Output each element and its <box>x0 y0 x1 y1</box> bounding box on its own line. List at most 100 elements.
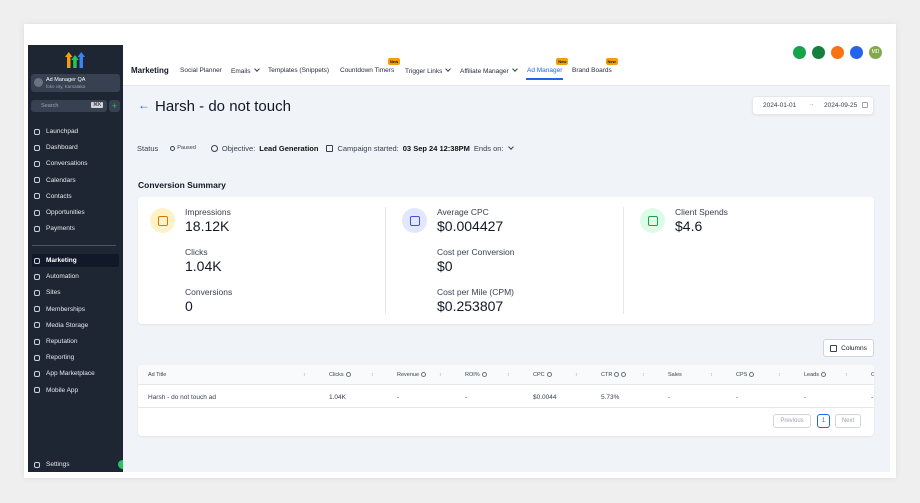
column-header[interactable]: CTR <box>601 372 626 378</box>
sidebar-item[interactable]: Reputation <box>32 335 119 348</box>
back-arrow[interactable]: ← <box>138 98 150 112</box>
nav-tab[interactable]: Emails <box>231 67 259 75</box>
call-icon[interactable] <box>793 46 806 59</box>
sidebar-item[interactable]: Media Storage <box>32 319 119 332</box>
nav-tab[interactable]: Trigger Links <box>405 67 450 75</box>
info-icon <box>614 372 619 377</box>
status-row: Status Paused Objective: Lead Generation… <box>137 143 513 153</box>
help-icon[interactable] <box>850 46 863 59</box>
next-button[interactable]: Next <box>835 414 861 428</box>
metric-label: Cost per Conversion <box>437 247 514 257</box>
column-header-label: Ad Title <box>148 372 166 378</box>
metric-label: Clicks <box>185 247 208 257</box>
table-cell: 5.73% <box>601 394 619 401</box>
column-header[interactable]: C <box>871 372 874 378</box>
nav-tab[interactable]: Brand BoardsNew <box>572 67 612 74</box>
table-cell: - <box>397 394 399 401</box>
row-divider <box>138 407 874 408</box>
toolbar-icons: MD <box>793 46 893 60</box>
column-header[interactable]: CPS <box>736 372 754 378</box>
new-badge: New <box>388 58 400 65</box>
nav-tab[interactable]: Countdown TimersNew <box>340 67 394 74</box>
column-header[interactable]: ROI% <box>465 372 487 378</box>
sort-icon[interactable]: ↕ <box>710 372 713 378</box>
metric-value: $0.004427 <box>437 218 503 234</box>
sort-icon[interactable]: ↕ <box>575 372 578 378</box>
settings-label: Settings <box>46 461 70 468</box>
nav-tab[interactable]: Templates (Snippets) <box>268 67 329 74</box>
sidebar-label: Contacts <box>46 193 72 200</box>
previous-button[interactable]: Previous <box>773 414 811 428</box>
campaign-title: Harsh - do not touch <box>155 98 291 115</box>
sidebar-item[interactable]: Payments <box>32 222 119 235</box>
notification-icon[interactable] <box>831 46 844 59</box>
sidebar-label: Conversations <box>46 160 88 167</box>
dropdown-chevron <box>254 66 260 72</box>
date-range[interactable]: 2024-01-01 → 2024-09-25 <box>752 96 874 115</box>
sidebar-item[interactable]: Dashboard <box>32 141 119 154</box>
sidebar-icon <box>34 258 40 264</box>
sidebar-label: Memberships <box>46 306 85 313</box>
metric-label: Cost per Mile (CPM) <box>437 287 514 297</box>
sidebar-item[interactable]: Automation <box>32 270 119 283</box>
sidebar-icon <box>34 274 40 280</box>
column-header[interactable]: Clicks <box>329 372 351 378</box>
nav-tab[interactable]: Social Planner <box>180 67 222 74</box>
summary-title: Conversion Summary <box>138 180 226 190</box>
search-shortcut: ⌘K <box>91 102 103 108</box>
avatar[interactable]: MD <box>869 46 882 59</box>
sidebar-item[interactable]: Sites <box>32 286 119 299</box>
ends-dropdown[interactable] <box>508 144 514 150</box>
sidebar-item[interactable]: App Marketplace <box>32 367 119 380</box>
sort-icon[interactable]: ↕ <box>303 372 306 378</box>
column-header-label: Revenue <box>397 372 419 378</box>
quick-add[interactable]: + <box>109 100 120 112</box>
announce-icon[interactable] <box>812 46 825 59</box>
sort-icon[interactable]: ↕ <box>642 372 645 378</box>
search-box[interactable]: Search ⌘K <box>31 100 107 112</box>
sidebar-item[interactable]: Launchpad <box>32 125 119 138</box>
nav-tab-label: Social Planner <box>180 67 222 74</box>
content: ← Harsh - do not touch 2024-01-01 → 2024… <box>123 86 890 472</box>
column-header[interactable]: Sales <box>668 372 682 378</box>
nav-tab[interactable]: Ad ManagerNew <box>527 67 562 74</box>
started-value: 03 Sep 24 12:38PM <box>403 144 470 153</box>
sort-icon[interactable]: ↕ <box>439 372 442 378</box>
sidebar-item[interactable]: Marketing <box>32 254 119 267</box>
column-header[interactable]: Revenue <box>397 372 426 378</box>
nav-tab[interactable]: Affiliate Manager <box>460 67 517 75</box>
settings-item[interactable]: Settings <box>32 458 119 471</box>
account-switcher[interactable]: Ad Manager QA foko city, Karnataka <box>31 74 120 92</box>
sidebar-item[interactable]: Contacts <box>32 190 119 203</box>
sort-icon[interactable]: ↕ <box>371 372 374 378</box>
sidebar-item[interactable]: Conversations <box>32 157 119 170</box>
sort-icon[interactable]: ↕ <box>778 372 781 378</box>
ends-label: Ends on: <box>474 144 504 153</box>
sidebar-item[interactable]: Calendars <box>32 174 119 187</box>
column-header[interactable]: Leads <box>804 372 826 378</box>
sidebar-item[interactable]: Reporting <box>32 351 119 364</box>
columns-button[interactable]: Columns <box>823 339 874 357</box>
summary-card: Impressions18.12KClicks1.04KConversions0… <box>138 197 874 324</box>
sidebar-item[interactable]: Opportunities <box>32 206 119 219</box>
table-cell: - <box>465 394 467 401</box>
column-header[interactable]: CPC <box>533 372 552 378</box>
sidebar-item[interactable]: Mobile App <box>32 384 119 397</box>
sidebar-icon <box>34 290 40 296</box>
sort-icon[interactable]: ↕ <box>845 372 848 378</box>
date-to: 2024-09-25 <box>824 102 857 109</box>
dropdown-chevron <box>512 66 518 72</box>
column-header[interactable]: Ad Title <box>148 372 166 378</box>
metric-icon <box>640 208 665 233</box>
date-arrow: → <box>808 101 815 108</box>
sort-icon[interactable]: ↕ <box>507 372 510 378</box>
sidebar-icon <box>34 355 40 361</box>
metric-label: Client Spends <box>675 207 728 217</box>
column-header-label: C <box>871 372 874 378</box>
table-cell: - <box>736 394 738 401</box>
ads-table: Previous 1 Next Ad Title ↕ Clicks ↕ Revenue ↕… <box>138 365 874 436</box>
account-name: Ad Manager QA <box>46 77 85 83</box>
page-button[interactable]: 1 <box>817 414 830 428</box>
search-placeholder: Search <box>41 103 58 109</box>
sidebar-item[interactable]: Memberships <box>32 303 119 316</box>
